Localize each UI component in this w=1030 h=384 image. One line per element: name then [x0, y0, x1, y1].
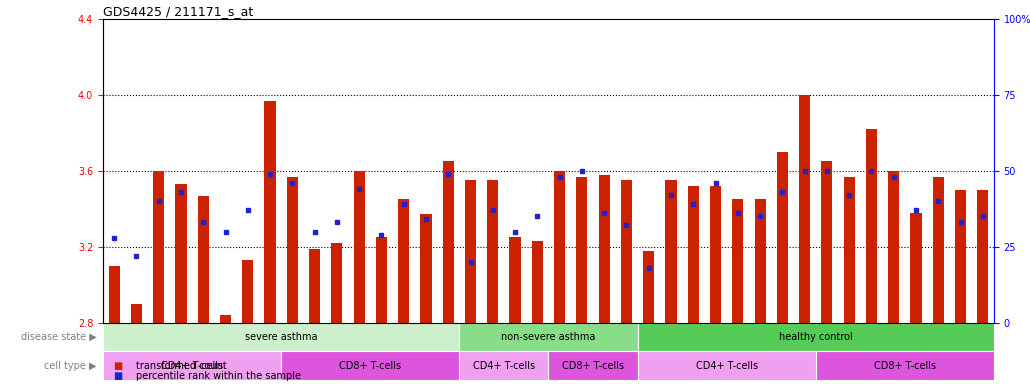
Text: CD8+ T-cells: CD8+ T-cells — [339, 361, 402, 371]
Text: ■: ■ — [113, 361, 123, 371]
Bar — [153, 171, 164, 323]
Bar — [242, 260, 253, 323]
Bar — [103, 351, 281, 380]
Bar — [710, 186, 721, 323]
Bar — [443, 161, 454, 323]
Bar — [955, 190, 966, 323]
Bar — [755, 199, 765, 323]
Bar — [465, 180, 476, 323]
Text: CD8+ T-cells: CD8+ T-cells — [873, 361, 936, 371]
Bar — [459, 323, 638, 351]
Bar — [332, 243, 342, 323]
Bar — [888, 171, 899, 323]
Bar — [799, 95, 811, 323]
Bar — [598, 175, 610, 323]
Text: CD4+ T-cells: CD4+ T-cells — [473, 361, 535, 371]
Bar — [376, 237, 387, 323]
Bar — [175, 184, 186, 323]
Bar — [577, 177, 587, 323]
Bar — [220, 315, 231, 323]
Bar — [816, 351, 994, 380]
Bar — [621, 180, 632, 323]
Text: CD8+ T-cells: CD8+ T-cells — [562, 361, 624, 371]
Bar — [459, 351, 548, 380]
Bar — [911, 213, 922, 323]
Bar — [198, 195, 209, 323]
Text: severe asthma: severe asthma — [245, 332, 317, 342]
Bar — [131, 304, 142, 323]
Bar — [531, 241, 543, 323]
Bar — [844, 177, 855, 323]
Text: transformed count: transformed count — [136, 361, 227, 371]
Bar — [866, 129, 877, 323]
Bar — [103, 323, 459, 351]
Bar — [353, 171, 365, 323]
Bar — [933, 177, 943, 323]
Bar — [688, 186, 698, 323]
Bar — [665, 180, 677, 323]
Text: CD4+ T-cells: CD4+ T-cells — [695, 361, 758, 371]
Bar — [777, 152, 788, 323]
Text: CD4+ T-cells: CD4+ T-cells — [161, 361, 224, 371]
Bar — [265, 101, 276, 323]
Bar — [821, 161, 832, 323]
Text: disease state ▶: disease state ▶ — [21, 332, 97, 342]
Bar — [638, 351, 816, 380]
Text: non-severe asthma: non-severe asthma — [502, 332, 595, 342]
Bar — [399, 199, 409, 323]
Bar — [286, 177, 298, 323]
Bar — [510, 237, 520, 323]
Bar — [420, 215, 432, 323]
Text: healthy control: healthy control — [779, 332, 853, 342]
Text: cell type ▶: cell type ▶ — [44, 361, 97, 371]
Bar — [108, 266, 119, 323]
Bar — [638, 323, 994, 351]
Bar — [554, 171, 565, 323]
Text: GDS4425 / 211171_s_at: GDS4425 / 211171_s_at — [103, 5, 253, 18]
Bar — [643, 250, 654, 323]
Text: ■: ■ — [113, 371, 123, 381]
Text: percentile rank within the sample: percentile rank within the sample — [136, 371, 301, 381]
Bar — [548, 351, 638, 380]
Bar — [732, 199, 744, 323]
Bar — [487, 180, 499, 323]
Bar — [977, 190, 989, 323]
Bar — [309, 248, 320, 323]
Bar — [281, 351, 459, 380]
